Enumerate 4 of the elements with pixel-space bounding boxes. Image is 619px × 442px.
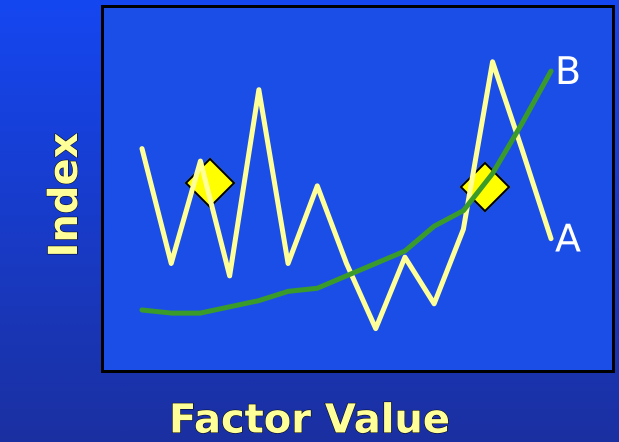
- series-label: B: [555, 49, 582, 94]
- y-axis-title: Index: [41, 132, 87, 258]
- series-label: A: [555, 216, 581, 261]
- x-axis-title: Factor Value: [168, 396, 450, 442]
